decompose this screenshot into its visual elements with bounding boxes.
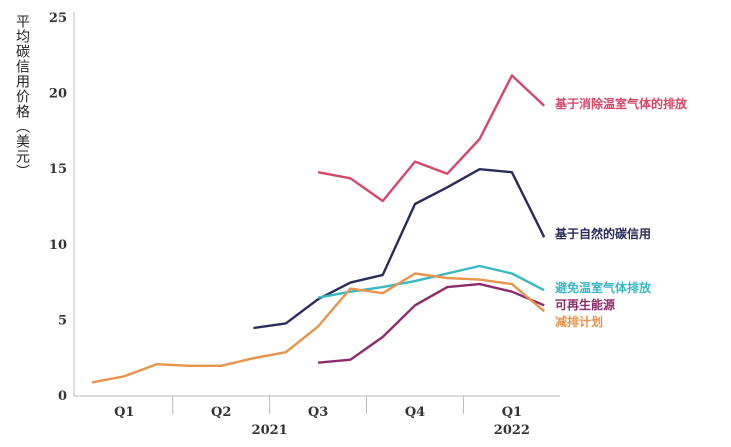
y-axis-ticks: 0 5 10 15 20 25 xyxy=(49,11,67,404)
axes xyxy=(73,12,560,414)
series-label: 基于自然的碳信用 xyxy=(554,226,651,241)
y-tick-label: 25 xyxy=(49,11,67,26)
x-tick-label: Q4 xyxy=(405,405,425,420)
x-axis-ticks: Q1 Q2 Q3 Q4 Q1 2021 2022 xyxy=(114,405,530,438)
series-line xyxy=(317,264,545,299)
y-tick-label: 20 xyxy=(49,87,67,102)
y-tick-label: 0 xyxy=(58,389,67,404)
year-label: 2022 xyxy=(494,423,530,438)
x-tick-label: Q1 xyxy=(114,405,134,420)
x-tick-label: Q3 xyxy=(308,405,328,420)
series-lines xyxy=(91,74,546,384)
x-tick-label: Q1 xyxy=(502,405,522,420)
series-line xyxy=(317,74,546,203)
series-label: 基于消除温室气体的排放 xyxy=(554,96,688,111)
y-tick-label: 5 xyxy=(58,313,67,328)
series-label: 可再生能源 xyxy=(555,297,615,312)
x-tick-label: Q2 xyxy=(211,405,231,420)
series-line xyxy=(91,272,545,384)
y-tick-label: 15 xyxy=(49,162,67,177)
series-line xyxy=(317,282,545,364)
series-label: 避免温室气体排放 xyxy=(555,280,652,295)
series-line xyxy=(253,168,546,330)
y-tick-label: 10 xyxy=(49,238,67,253)
series-label: 减排计划 xyxy=(555,314,603,329)
year-label: 2021 xyxy=(252,423,288,438)
y-axis-title: 平均碳信用价格（美元） xyxy=(14,14,30,179)
